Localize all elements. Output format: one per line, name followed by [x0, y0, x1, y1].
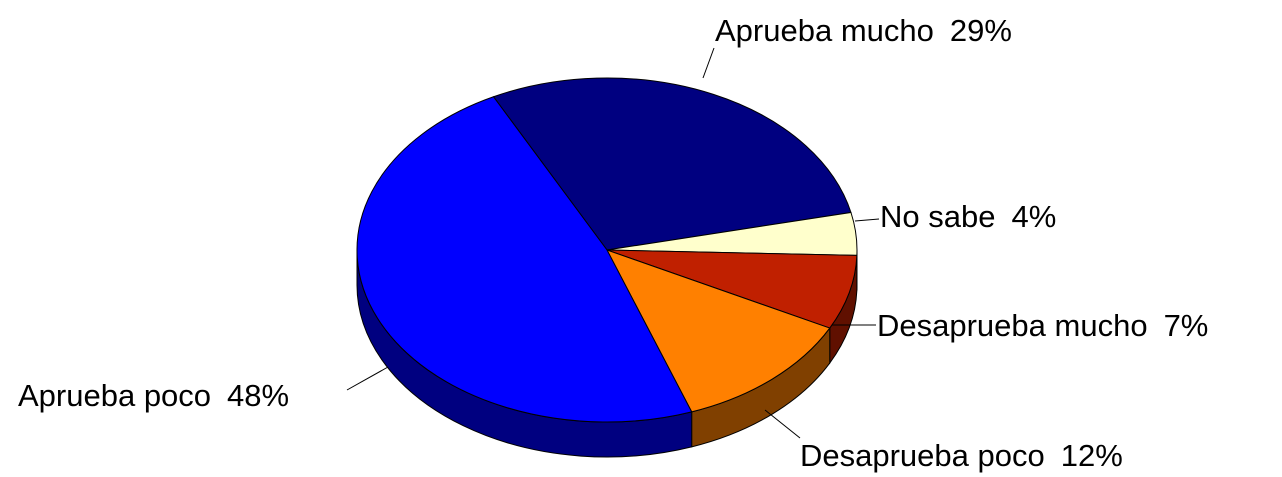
value-label: 12% — [1061, 438, 1123, 473]
slice — [605, 249, 831, 413]
slice-label: Desaprueba poco 12% — [800, 438, 1123, 473]
leader-line — [764, 409, 801, 439]
leader-line — [854, 218, 880, 222]
category-label: Desaprueba mucho — [877, 308, 1148, 343]
slice-label: Aprueba mucho 29% — [715, 13, 1012, 48]
category-label: Desaprueba poco — [800, 438, 1045, 473]
slice — [606, 249, 858, 329]
slice-label: No sabe 4% — [880, 199, 1056, 234]
category-label: No sabe — [880, 199, 995, 234]
value-label: 7% — [1164, 308, 1209, 343]
slice-label: Aprueba poco 48% — [18, 378, 289, 413]
slice — [356, 96, 693, 423]
category-label: Aprueba poco — [18, 378, 211, 413]
category-label: Aprueba mucho — [715, 13, 934, 48]
leader-line — [346, 366, 389, 391]
value-label: 48% — [227, 378, 289, 413]
value-label: 4% — [1011, 199, 1056, 234]
slice — [492, 77, 852, 251]
leader-line — [702, 47, 715, 79]
slice-label: Desaprueba mucho 7% — [877, 308, 1208, 343]
value-label: 29% — [950, 13, 1012, 48]
